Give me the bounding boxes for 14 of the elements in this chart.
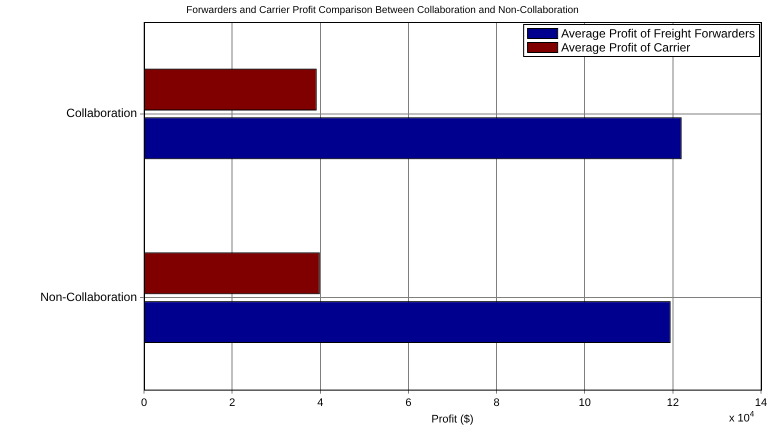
x-axis-title: Profit ($) — [431, 413, 474, 426]
legend-label: Average Profit of Freight Forwarders — [561, 26, 755, 40]
x-tick-label: 6 — [405, 397, 412, 410]
chart-title: Forwarders and Carrier Profit Comparison Between Collaboration and Non-Collaboration — [186, 4, 579, 16]
y-tick-label: Non-Collaboration — [40, 290, 137, 304]
x-tick-label: 14 — [754, 397, 768, 410]
x-tick-label: 0 — [140, 397, 148, 410]
x-tick-label: 12 — [666, 397, 679, 410]
x-tick-label: 4 — [317, 397, 324, 410]
legend-label: Average Profit of Carrier — [561, 40, 690, 54]
x-tick-label: 8 — [494, 397, 500, 410]
y-tick-label: Collaboration — [66, 106, 137, 120]
x-tick-label: 2 — [229, 397, 236, 410]
x-tick-label: 10 — [578, 397, 591, 410]
